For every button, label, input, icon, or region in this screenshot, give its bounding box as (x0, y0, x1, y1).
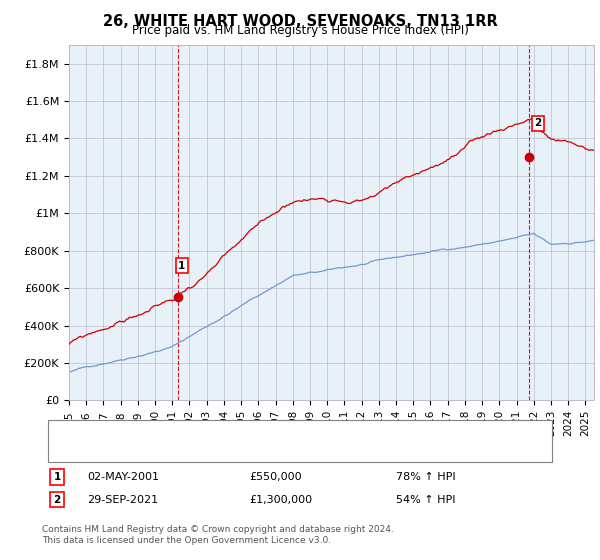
Text: 78% ↑ HPI: 78% ↑ HPI (396, 472, 455, 482)
Text: 1: 1 (53, 472, 61, 482)
Text: —: — (66, 442, 83, 460)
Text: 54% ↑ HPI: 54% ↑ HPI (396, 494, 455, 505)
Text: 2: 2 (53, 494, 61, 505)
Text: —: — (66, 423, 83, 441)
Text: Price paid vs. HM Land Registry's House Price Index (HPI): Price paid vs. HM Land Registry's House … (131, 24, 469, 37)
Text: 2: 2 (535, 118, 542, 128)
Text: 02-MAY-2001: 02-MAY-2001 (87, 472, 159, 482)
Text: Contains HM Land Registry data © Crown copyright and database right 2024.
This d: Contains HM Land Registry data © Crown c… (42, 525, 394, 545)
Text: 26, WHITE HART WOOD, SEVENOAKS, TN13 1RR (detached house): 26, WHITE HART WOOD, SEVENOAKS, TN13 1RR… (87, 427, 432, 437)
Text: 1: 1 (178, 260, 185, 270)
Text: 29-SEP-2021: 29-SEP-2021 (87, 494, 158, 505)
Text: £1,300,000: £1,300,000 (249, 494, 312, 505)
Text: HPI: Average price, detached house, Sevenoaks: HPI: Average price, detached house, Seve… (87, 446, 337, 456)
Text: £550,000: £550,000 (249, 472, 302, 482)
Text: 26, WHITE HART WOOD, SEVENOAKS, TN13 1RR: 26, WHITE HART WOOD, SEVENOAKS, TN13 1RR (103, 14, 497, 29)
